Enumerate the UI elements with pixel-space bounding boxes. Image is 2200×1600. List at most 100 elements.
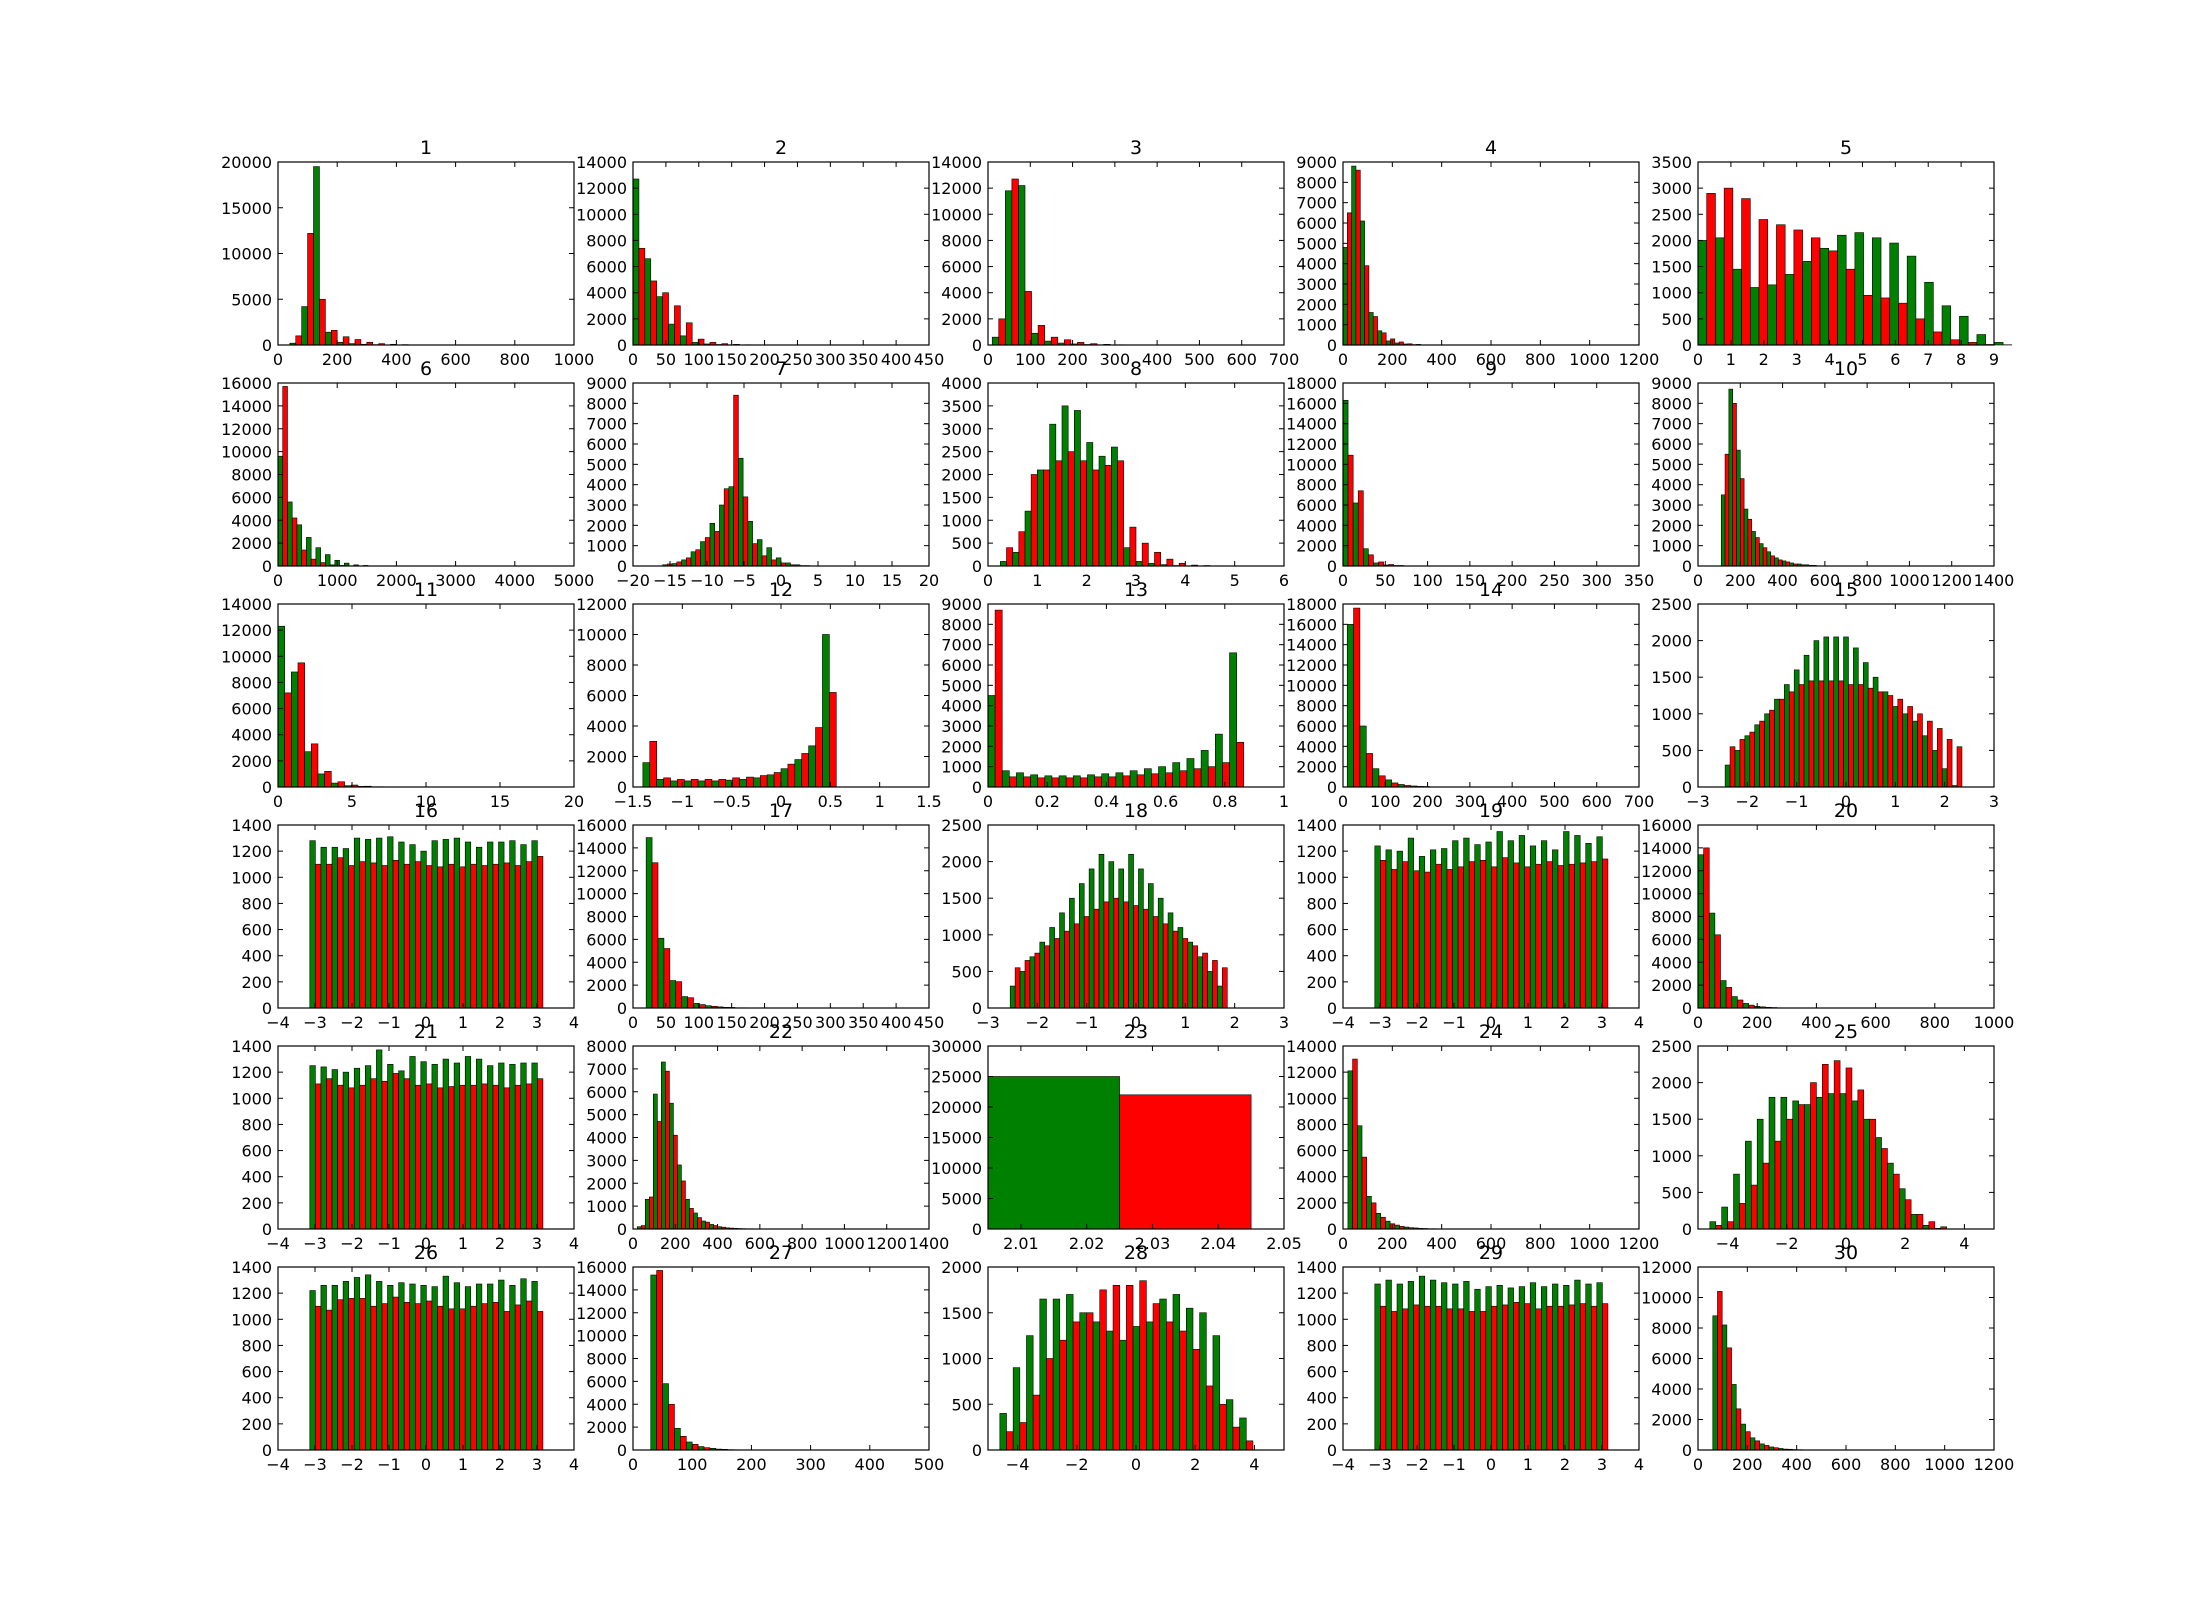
- bar-series-red: [1372, 316, 1378, 346]
- x-tick-label: 350: [848, 1013, 879, 1032]
- x-tick-label: 0: [1338, 571, 1348, 590]
- bar-series-red: [695, 549, 701, 567]
- bar-series-green: [1172, 762, 1181, 788]
- y-tick-label: 14000: [1286, 415, 1337, 434]
- x-tick-label: 0.2: [1034, 792, 1059, 811]
- bar-series-green: [1823, 636, 1830, 788]
- bar-series-green: [1474, 844, 1481, 1009]
- bar-series-green: [1207, 971, 1213, 1009]
- x-tick-label: 2: [495, 1013, 505, 1032]
- x-tick-label: 400: [881, 1013, 912, 1032]
- bar-series-green: [1172, 1294, 1180, 1451]
- panel-title: 5: [1840, 137, 1852, 159]
- y-tick-label: 12000: [221, 621, 272, 640]
- bar-series-red: [370, 862, 377, 1009]
- bar-series-green: [1407, 1281, 1414, 1451]
- bar-series-green: [453, 837, 460, 1009]
- bar-series-red: [448, 1086, 455, 1230]
- bar-series-red: [815, 727, 823, 788]
- x-tick-label: 800: [1880, 1455, 1911, 1474]
- y-tick-label: 14000: [1641, 839, 1692, 858]
- x-tick-label: 800: [500, 350, 531, 369]
- x-tick-label: 5000: [554, 571, 595, 590]
- bar-series-red: [503, 862, 510, 1009]
- bar-series-green: [1012, 551, 1020, 567]
- y-tick-label: 4000: [586, 717, 627, 736]
- bar-series-green: [1892, 706, 1899, 788]
- bar-series-green: [487, 1065, 494, 1230]
- axes-frame: [1697, 382, 1995, 567]
- bar-series-red: [1491, 866, 1498, 1009]
- y-tick-label: 2000: [1651, 632, 1692, 651]
- bar-series-green: [431, 1064, 438, 1230]
- bar-series-red: [685, 557, 692, 567]
- x-tick-label: −1: [1785, 792, 1809, 811]
- bar-series-red: [1030, 474, 1038, 567]
- bar-series-red: [481, 865, 488, 1009]
- x-tick-label: 4: [1249, 1455, 1259, 1474]
- bar-series-red: [1723, 187, 1734, 346]
- x-tick-label: 1: [458, 1234, 468, 1253]
- bar-series-green: [1872, 237, 1882, 346]
- bar-series-green: [1167, 912, 1174, 1009]
- y-tick-label: 12000: [221, 420, 272, 439]
- bar-series-red: [1141, 542, 1149, 567]
- x-tick-label: 0: [273, 792, 283, 811]
- histogram-panel: 0 50 100 150 200 250 300 350 400 450 0 2000 4000 6000…: [576, 137, 944, 369]
- x-tick-label: −2: [340, 1013, 364, 1032]
- y-tick-label: 10000: [1286, 1089, 1337, 1108]
- bar-series-green: [1552, 849, 1559, 1009]
- x-tick-label: 1200: [1619, 350, 1660, 369]
- bar-series-green: [1092, 1321, 1101, 1451]
- bar-series-red: [1880, 297, 1891, 346]
- y-tick-label: 9000: [1296, 153, 1337, 172]
- bar-series-red: [1898, 302, 1908, 346]
- x-tick-label: 1: [1032, 571, 1042, 590]
- x-tick-label: 0: [1131, 1455, 1141, 1474]
- y-tick-label: 2000: [1296, 295, 1337, 314]
- bar-series-red: [315, 1305, 322, 1451]
- bar-series-green: [1574, 835, 1581, 1009]
- bar-series-green: [1418, 1275, 1426, 1451]
- histogram-panel: 0 100 200 300 400 500 600 700020004000600080001…: [931, 137, 1299, 369]
- bar-series-red: [1950, 339, 1960, 346]
- bar-series-green: [1552, 1283, 1559, 1451]
- bar-series-green: [1802, 261, 1812, 346]
- bar-series-red: [1092, 469, 1100, 567]
- bar-series-green: [1357, 1125, 1363, 1230]
- x-tick-label: 1: [1180, 1013, 1190, 1032]
- bar-series-green: [1069, 897, 1075, 1009]
- y-tick-label: 2000: [586, 1418, 627, 1437]
- y-tick-label: 4000: [586, 284, 627, 303]
- x-tick-label: 400: [1781, 1455, 1812, 1474]
- histogram-panel: 0 100 200 300 400 500 600 700020004000600080001…: [1286, 579, 1654, 811]
- y-tick-label: 0: [617, 336, 627, 355]
- bar-series-red: [1019, 1422, 1027, 1451]
- bar-series-green: [309, 1290, 316, 1451]
- y-tick-label: 4000: [586, 953, 627, 972]
- y-tick-label: 2000: [941, 310, 982, 329]
- histogram-panel: −4 −3 −2 −1 0 1 2 3 4 0 200 400 600 800 1000 1200 1400 29: [1296, 1242, 1644, 1474]
- x-tick-label: 3: [1597, 1455, 1607, 1474]
- bar-series-green: [1366, 1196, 1372, 1230]
- x-tick-label: 0: [1841, 792, 1851, 811]
- panel-title: 3: [1130, 137, 1142, 159]
- y-tick-label: 0: [617, 999, 627, 1018]
- bar-series-red: [1064, 339, 1072, 346]
- y-tick-label: 1000: [941, 758, 982, 777]
- bar-series-green: [1816, 1096, 1823, 1230]
- bar-series-red: [1524, 866, 1531, 1009]
- bar-series-red: [651, 862, 659, 1009]
- bar-series-green: [1351, 165, 1357, 346]
- bar-series-green: [342, 848, 349, 1009]
- x-tick-label: −1: [1075, 1013, 1099, 1032]
- bar-series-red: [1479, 859, 1487, 1009]
- bar-series-green: [442, 1058, 449, 1230]
- y-tick-label: 20000: [931, 1098, 982, 1117]
- x-tick-label: 300: [815, 1013, 846, 1032]
- y-tick-label: 14000: [931, 153, 982, 172]
- y-tick-label: 18000: [1286, 595, 1337, 614]
- bar-series-green: [1827, 1093, 1835, 1230]
- bar-series-red: [1703, 847, 1710, 1009]
- bar-series-green: [670, 780, 678, 788]
